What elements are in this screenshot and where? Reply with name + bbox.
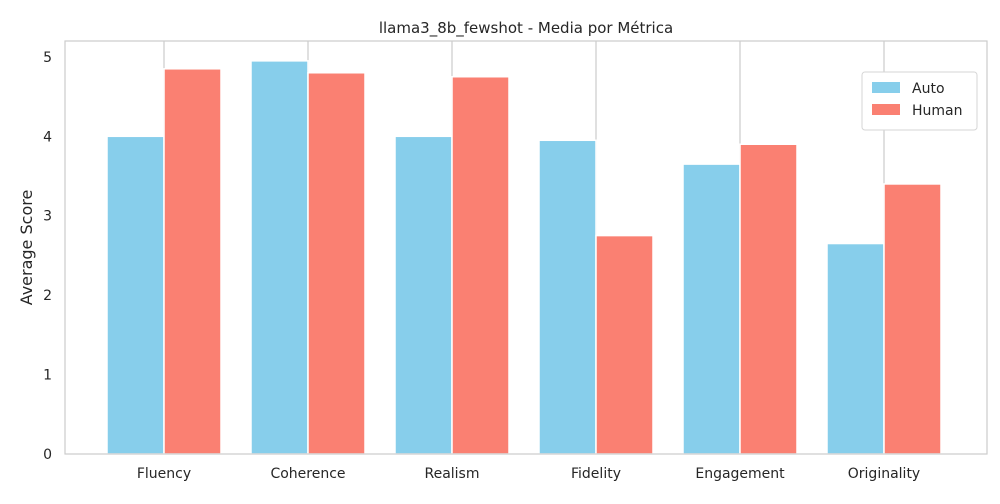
bar <box>595 234 654 455</box>
bar <box>106 135 165 455</box>
legend-swatch <box>872 82 900 93</box>
y-tick-label: 5 <box>43 50 52 66</box>
bar <box>739 143 798 455</box>
y-tick-label: 0 <box>43 447 52 463</box>
bar <box>682 163 741 455</box>
x-tick-label: Coherence <box>270 466 345 482</box>
x-tick-label: Engagement <box>695 466 785 482</box>
y-axis-label: Average Score <box>17 190 36 306</box>
y-tick-labels: 0 1 2 3 4 5 <box>43 50 52 463</box>
bar <box>451 75 510 455</box>
bar <box>250 60 309 455</box>
x-tick-label: Fluency <box>137 466 191 482</box>
bar <box>163 68 222 455</box>
y-tick-label: 1 <box>43 368 52 384</box>
x-tick-label: Fidelity <box>571 466 621 482</box>
x-tick-labels: Fluency Coherence Realism Fidelity Engagemen… <box>137 466 920 482</box>
plot-frame <box>64 40 988 455</box>
bar <box>394 135 453 455</box>
x-tick-label: Realism <box>424 466 479 482</box>
bars <box>106 60 942 455</box>
bar <box>826 242 885 455</box>
x-tick-label: Originality <box>848 466 920 482</box>
y-tick-label: 2 <box>43 288 52 304</box>
bar <box>538 139 597 455</box>
y-tick-label: 4 <box>43 129 52 145</box>
legend-label: Auto <box>912 81 945 97</box>
legend: Auto Human <box>861 71 978 131</box>
chart-title: llama3_8b_fewshot - Media por Métrica <box>379 19 673 38</box>
legend-label: Human <box>912 103 963 119</box>
bar <box>883 183 942 455</box>
bar <box>307 72 366 455</box>
y-tick-label: 3 <box>43 209 52 225</box>
legend-swatch <box>872 104 900 115</box>
